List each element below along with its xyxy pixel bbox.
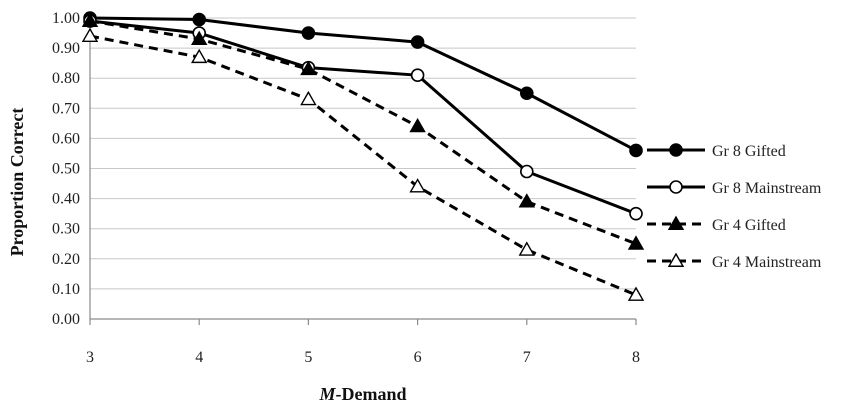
legend-marker: [667, 215, 685, 230]
data-point: [410, 35, 425, 49]
gridlines: [89, 17, 636, 320]
legend-marker: [669, 180, 683, 194]
data-point: [409, 117, 426, 133]
legend-label: Gr 8 Mainstream: [712, 180, 822, 197]
data-point: [519, 86, 534, 101]
data-point: [629, 143, 643, 158]
data-point: [519, 164, 534, 179]
x-tick-label: 7: [523, 349, 531, 366]
x-tick-labels: 3 4 5 6 7 8: [86, 319, 640, 366]
data-point: [192, 12, 206, 27]
data-point: [81, 27, 99, 43]
legend-label: Gr 4 Mainstream: [712, 254, 822, 271]
data-point: [300, 90, 317, 106]
data-point: [81, 12, 99, 27]
data-point: [518, 241, 536, 256]
legend-label: Gr 4 Gifted: [712, 217, 786, 234]
x-axis-title-variable: M: [318, 384, 336, 404]
y-tick-label: 0.10: [52, 281, 80, 298]
data-point: [627, 286, 645, 301]
series-line: [89, 16, 637, 152]
y-tick-label: 0.90: [52, 40, 80, 57]
data-point: [410, 68, 425, 82]
legend-marker: [669, 143, 683, 157]
y-tick-label: 0.60: [52, 130, 80, 147]
data-point: [301, 26, 316, 40]
y-tick-label: 0.70: [52, 100, 80, 117]
y-tick-label: 0.40: [52, 191, 80, 208]
y-tick-label: 0.30: [52, 221, 80, 238]
x-tick-label: 6: [414, 349, 422, 366]
series-line: [89, 34, 637, 297]
x-tick-label: 3: [86, 349, 94, 366]
legend-label: Gr 8 Gifted: [712, 143, 786, 160]
x-axis-title-rest: -Demand: [336, 384, 407, 404]
data-point: [518, 193, 536, 208]
x-tick-label: 4: [195, 349, 203, 366]
x-axis-title: M-Demand: [318, 384, 406, 404]
y-tick-label: 1.00: [52, 10, 80, 27]
series-lines: [81, 11, 645, 301]
y-tick-label: 0.20: [52, 251, 80, 268]
legend: Gr 8 Gifted Gr 8 Mainstream Gr 4 Gifted Gr …: [647, 143, 822, 271]
y-tick-labels: 0.00 0.10 0.20 0.30 0.40 0.50 0.60 0.70 0.80 0.90…: [52, 10, 80, 328]
legend-marker: [667, 252, 685, 267]
x-tick-label: 8: [632, 349, 640, 366]
data-point: [190, 30, 208, 46]
series-line: [89, 19, 637, 216]
y-tick-label: 0.80: [52, 70, 80, 87]
data-point: [190, 48, 208, 64]
y-tick-label: 0.00: [52, 311, 80, 328]
data-point: [409, 178, 426, 193]
data-point: [629, 206, 643, 221]
x-tick-label: 5: [304, 349, 312, 366]
series-line: [89, 19, 637, 246]
data-point: [300, 60, 317, 76]
data-point: [627, 235, 645, 250]
y-tick-label: 0.50: [52, 161, 80, 178]
y-axis-title: Proportion Correct: [7, 108, 27, 257]
